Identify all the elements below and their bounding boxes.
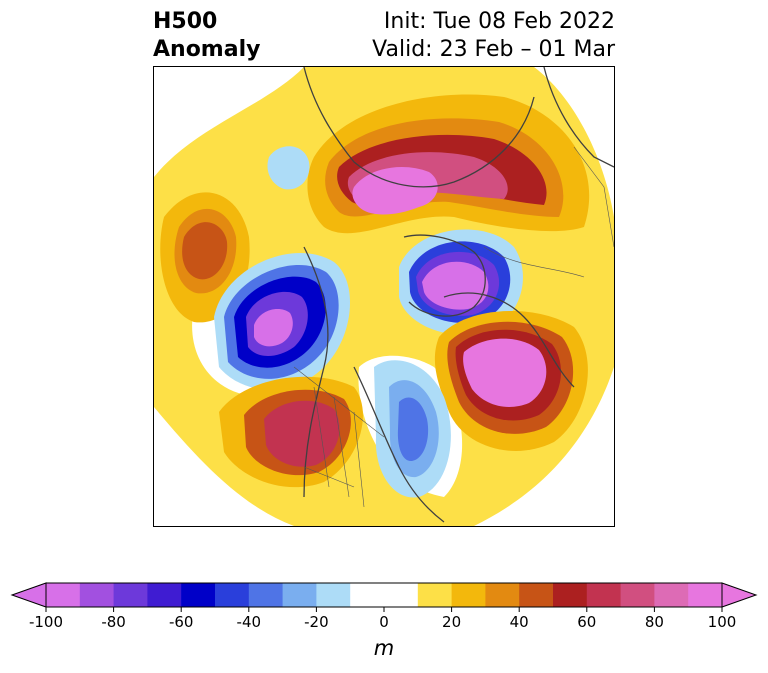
colorbar-tick-label: 20 [442, 613, 461, 631]
colorbar-bins [10, 582, 758, 608]
colorbar-bin [147, 583, 182, 607]
coastlines [303, 67, 614, 523]
colorbar-tick-label: 100 [708, 613, 737, 631]
colorbar-tick-label: -40 [237, 613, 262, 631]
anomaly-contour-high-north-5 [352, 167, 438, 215]
map-title-left: H500 Anomaly [153, 8, 260, 64]
colorbar-tick-label: -60 [169, 613, 194, 631]
colorbar-bin [350, 583, 385, 607]
colorbar-bin [586, 583, 622, 607]
colorbar-bin [282, 583, 317, 607]
border-states-1 [313, 386, 330, 488]
anomaly-contour-low-north-small [267, 146, 310, 190]
title-variable: H500 [153, 9, 218, 34]
colorbar-tick-label: 40 [510, 613, 529, 631]
colorbar-tick-label: 0 [379, 613, 389, 631]
colorbar-tick-label: -20 [304, 613, 329, 631]
border-mexico [303, 466, 355, 488]
border-russia-china [483, 246, 585, 278]
colorbar-bin [181, 583, 216, 607]
coastline-us-east [353, 366, 445, 523]
colorbar-bin [316, 583, 351, 607]
colorbar-tick-label: -80 [101, 613, 126, 631]
coastline-eurasia [303, 67, 535, 188]
anomaly-map [153, 66, 615, 527]
anomaly-contour-high-south-3 [264, 400, 340, 467]
coastline-north-america [303, 246, 329, 498]
colorbar-extend-max [721, 582, 758, 608]
colorbar-ticks: -100 -80 -60 -40 -20 0 20 40 60 80 100 [29, 607, 736, 631]
colorbar-bin [384, 583, 419, 607]
colorbar-unit-label: m [373, 636, 395, 660]
border-states-3 [353, 411, 365, 508]
border-states-2 [333, 396, 350, 498]
coastline-europe [543, 67, 614, 168]
colorbar-bin [654, 583, 689, 607]
colorbar-tick-label: 60 [577, 613, 596, 631]
colorbar-bin [620, 583, 655, 607]
anomaly-contour-high-east-4 [463, 338, 547, 407]
colorbar-tick-label: 80 [645, 613, 664, 631]
valid-range: Valid: 23 Feb – 01 Mar [372, 37, 615, 62]
colorbar-tick-label: -100 [29, 613, 63, 631]
colorbar-bin [553, 583, 588, 607]
colorbar-bin [215, 583, 250, 607]
init-date: Init: Tue 08 Feb 2022 [383, 9, 615, 34]
coastline-greenland [403, 234, 486, 317]
colorbar-bin [485, 583, 520, 607]
anomaly-contour-low-center-4 [422, 261, 489, 310]
border-us-canada [293, 366, 385, 438]
anomaly-shading [154, 67, 614, 526]
colorbar-bin [519, 583, 554, 607]
colorbar-bin [688, 583, 723, 607]
colorbar-bin [451, 583, 486, 607]
colorbar-bin [79, 583, 115, 607]
border-europe [573, 146, 614, 248]
colorbar-bin [113, 583, 148, 607]
borders [293, 146, 614, 508]
colorbar: -100 -80 -60 -40 -20 0 20 40 60 80 100 [10, 582, 758, 631]
anomaly-contour-low-west-5 [254, 309, 293, 347]
colorbar-bin [46, 583, 81, 607]
anomaly-contour-low-south-3 [397, 397, 429, 462]
colorbar-extend-min [10, 582, 47, 608]
title-field: Anomaly [153, 37, 261, 62]
coastline-east-asia [443, 292, 575, 388]
colorbar-bin [248, 583, 284, 607]
anomaly-contour-high-west-3 [182, 222, 228, 280]
colorbar-bin [417, 583, 453, 607]
map-title-right: Init: Tue 08 Feb 2022 Valid: 23 Feb – 01… [372, 8, 615, 64]
map-canvas [154, 67, 614, 526]
